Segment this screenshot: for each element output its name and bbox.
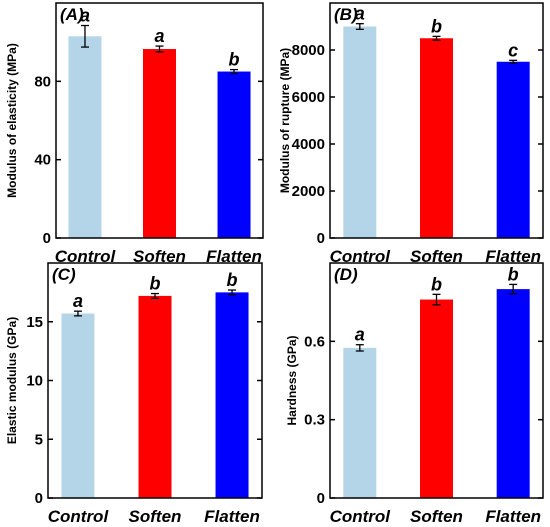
y-tick-label: 5 bbox=[35, 431, 43, 448]
bar-soften bbox=[420, 299, 453, 498]
bar-control bbox=[61, 313, 95, 498]
category-label: Soften bbox=[410, 247, 463, 266]
category-label: Flatten bbox=[206, 247, 262, 266]
significance-label: b bbox=[229, 50, 240, 70]
category-label: Flatten bbox=[485, 507, 541, 526]
panel-3: a Control b Soften b Flatten 0 5 10 15 Elastic mod… bbox=[5, 262, 263, 526]
bar-flatten bbox=[215, 292, 249, 498]
category-label: Flatten bbox=[204, 507, 260, 526]
y-axis-label: Modulus of elasticity (MPa) bbox=[5, 43, 19, 198]
category-label: Flatten bbox=[485, 247, 541, 266]
category-label: Control bbox=[330, 507, 392, 526]
panel-4: a Control b Soften b Flatten 0 0.3 0.6 Hardness (… bbox=[285, 262, 544, 526]
plot-frame bbox=[55, 2, 264, 239]
bar-flatten bbox=[496, 61, 530, 238]
panel-letter: (D) bbox=[334, 265, 358, 284]
significance-label: a bbox=[355, 4, 365, 24]
bar-flatten bbox=[217, 71, 251, 239]
bar-flatten bbox=[496, 289, 530, 498]
y-tick-label: 6000 bbox=[292, 89, 325, 106]
panel-1: a Control a Soften b Flatten 0 40 80 Modulus of e… bbox=[5, 2, 264, 266]
bar-soften bbox=[138, 295, 172, 498]
category-label: Control bbox=[48, 507, 110, 526]
panel-letter: (A) bbox=[60, 5, 84, 24]
panel-letter: (B) bbox=[334, 5, 358, 24]
y-tick-label: 0 bbox=[35, 490, 43, 507]
category-label: Soften bbox=[129, 507, 182, 526]
significance-label: b bbox=[508, 264, 519, 284]
category-label: Control bbox=[330, 247, 392, 266]
category-label: Control bbox=[55, 247, 117, 266]
panel-2: a Control b Soften c Flatten 0 2000 4000 6000 8000… bbox=[278, 2, 544, 266]
significance-label: a bbox=[154, 26, 164, 46]
category-label: Soften bbox=[133, 247, 186, 266]
y-axis-label: Hardness (GPa) bbox=[285, 335, 299, 425]
significance-label: c bbox=[508, 40, 518, 60]
significance-label: b bbox=[431, 274, 442, 294]
y-tick-label: 0 bbox=[317, 230, 325, 247]
significance-label: b bbox=[227, 270, 238, 290]
bar-soften bbox=[143, 49, 176, 239]
panel-letter: (C) bbox=[52, 265, 76, 284]
y-tick-label: 40 bbox=[34, 152, 51, 169]
significance-label: a bbox=[355, 325, 365, 345]
y-tick-label: 2000 bbox=[292, 183, 325, 200]
plot-frame bbox=[329, 262, 544, 499]
y-tick-label: 0.6 bbox=[304, 333, 325, 350]
bar-control bbox=[343, 347, 377, 498]
y-tick-label: 0.3 bbox=[304, 412, 325, 429]
significance-label: b bbox=[150, 274, 161, 294]
plot-frame bbox=[329, 2, 544, 239]
bar-control bbox=[343, 26, 377, 238]
y-tick-label: 4000 bbox=[292, 136, 325, 153]
y-tick-label: 80 bbox=[34, 73, 51, 90]
significance-label: a bbox=[73, 291, 83, 311]
category-label: Soften bbox=[410, 507, 463, 526]
y-axis-label: Elastic modulus (GPa) bbox=[5, 317, 19, 444]
y-tick-label: 10 bbox=[26, 373, 43, 390]
y-tick-label: 0 bbox=[317, 490, 325, 507]
significance-label: a bbox=[80, 6, 90, 26]
y-tick-label: 8000 bbox=[292, 42, 325, 59]
y-tick-label: 0 bbox=[43, 230, 51, 247]
significance-label: b bbox=[431, 16, 442, 36]
bar-soften bbox=[420, 38, 453, 238]
y-axis-label: Modulus of rupture (MPa) bbox=[278, 48, 292, 193]
bar-control bbox=[68, 36, 102, 238]
y-tick-label: 15 bbox=[26, 314, 43, 331]
